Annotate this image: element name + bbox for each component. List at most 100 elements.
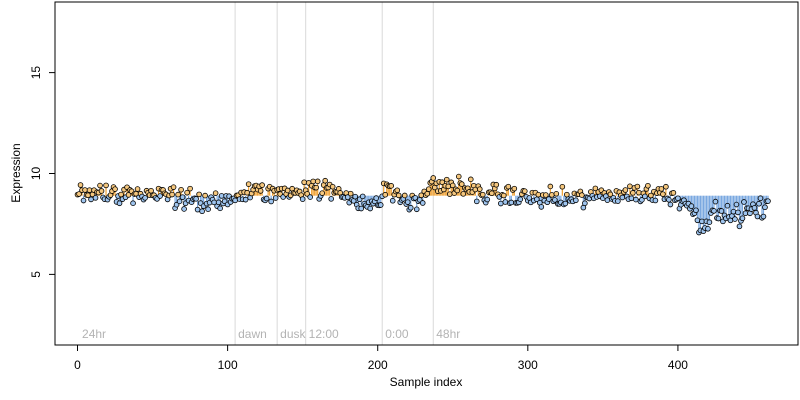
data-point	[199, 208, 205, 215]
data-point	[711, 208, 717, 214]
data-point	[627, 183, 633, 190]
data-point	[455, 173, 462, 180]
data-point	[377, 202, 384, 208]
data-point	[757, 195, 764, 202]
data-point	[735, 209, 741, 216]
data-point	[715, 215, 722, 222]
data-point	[724, 202, 731, 209]
x-tick-label: 400	[668, 358, 688, 372]
data-point	[194, 206, 201, 213]
data-point	[395, 192, 402, 199]
data-point	[645, 182, 651, 189]
data-point	[712, 198, 719, 205]
data-point	[688, 203, 695, 209]
data-point	[552, 197, 558, 203]
data-point	[538, 204, 545, 210]
data-point	[257, 188, 264, 194]
data-point	[184, 189, 190, 196]
y-tick-label: 10	[29, 167, 43, 181]
data-point	[202, 192, 208, 199]
data-point	[754, 213, 761, 220]
data-point	[553, 191, 560, 197]
data-point	[178, 186, 184, 193]
data-point	[675, 195, 681, 202]
data-point	[493, 181, 500, 188]
data-point	[756, 200, 762, 207]
data-point	[652, 197, 659, 204]
data-point	[663, 183, 669, 190]
data-point	[449, 182, 456, 189]
data-point	[741, 199, 747, 205]
data-point	[562, 200, 569, 207]
data-point	[658, 186, 665, 192]
data-point	[765, 198, 771, 204]
data-point	[639, 197, 645, 203]
data-point	[175, 191, 181, 198]
data-point	[733, 201, 740, 208]
data-point	[179, 194, 186, 200]
data-point	[244, 189, 250, 196]
region-label: 12:00	[309, 327, 339, 341]
data-point	[582, 200, 588, 207]
data-point	[169, 191, 175, 198]
data-point	[694, 217, 701, 224]
data-point	[176, 198, 183, 205]
data-point	[547, 183, 554, 190]
x-tick-label: 0	[74, 358, 81, 372]
data-point	[404, 199, 411, 205]
data-point	[573, 197, 579, 204]
data-point	[388, 183, 395, 189]
data-point	[268, 198, 274, 205]
data-point	[718, 208, 725, 214]
data-point	[284, 187, 291, 194]
data-point	[358, 205, 365, 212]
data-point	[301, 179, 307, 186]
region-label: 0:00	[385, 327, 409, 341]
data-point	[314, 178, 321, 185]
data-point	[170, 184, 177, 190]
x-axis: 0 100 200 300 400	[74, 344, 688, 372]
data-point	[615, 198, 621, 204]
data-point	[479, 191, 486, 198]
data-point	[742, 210, 749, 217]
data-point	[352, 193, 359, 200]
data-point	[628, 195, 635, 202]
data-point	[705, 226, 711, 232]
data-point	[193, 196, 199, 202]
x-tick-label: 300	[518, 358, 538, 372]
data-point	[85, 192, 91, 199]
data-point	[157, 193, 163, 199]
data-point	[407, 204, 414, 211]
data-point	[413, 206, 420, 213]
data-point	[502, 199, 509, 205]
data-point	[212, 190, 219, 196]
data-point	[344, 194, 351, 200]
data-point	[732, 216, 738, 222]
region-labels: 24hr dawn dusk 12:00 0:00 48hr	[82, 327, 460, 341]
data-point	[389, 197, 396, 204]
data-point	[592, 185, 599, 192]
data-point	[488, 190, 495, 197]
data-point	[667, 201, 674, 208]
data-point	[706, 219, 713, 225]
data-point	[130, 200, 136, 207]
data-point	[736, 223, 743, 230]
data-point	[232, 197, 238, 204]
data-point	[76, 191, 82, 197]
data-point	[401, 192, 408, 199]
data-point	[272, 195, 279, 201]
data-point	[522, 188, 528, 194]
data-point	[760, 213, 767, 220]
region-label: 48hr	[436, 327, 460, 341]
y-tick-label: 15	[29, 66, 43, 80]
data-point	[86, 187, 93, 193]
data-point	[699, 218, 705, 225]
data-point	[634, 183, 641, 190]
data-point	[88, 196, 94, 203]
data-point	[263, 195, 270, 202]
data-point	[604, 197, 611, 203]
data-point	[373, 195, 380, 201]
data-point	[454, 187, 461, 194]
data-point	[218, 193, 225, 199]
points-layer	[74, 173, 771, 236]
